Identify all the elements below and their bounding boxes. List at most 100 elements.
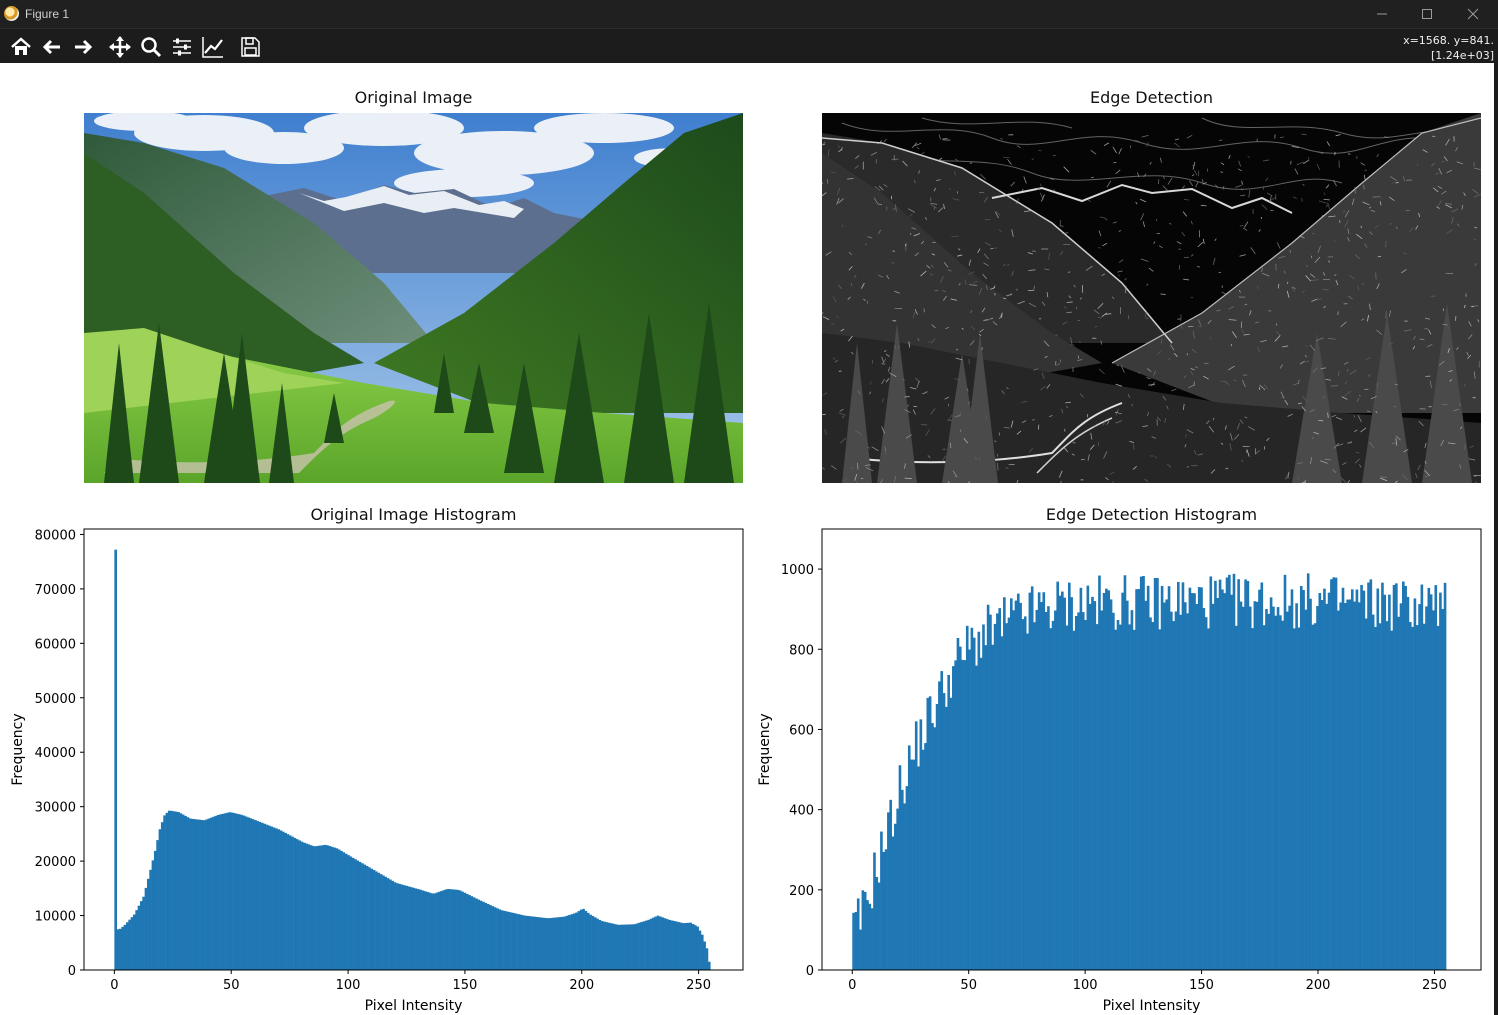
edge-stroke <box>1242 379 1246 388</box>
edge-stroke <box>1389 223 1392 225</box>
edge-stroke <box>1418 420 1424 427</box>
histogram-bar <box>535 916 539 970</box>
edge-stroke <box>1424 469 1431 477</box>
edge-stroke <box>1374 224 1379 229</box>
edge-stroke <box>1197 453 1203 456</box>
minimize-icon[interactable] <box>1359 0 1405 28</box>
histogram-bar <box>1299 585 1303 970</box>
x-tick-label: 50 <box>960 978 977 993</box>
histogram-bar <box>1014 600 1018 970</box>
edge-stroke <box>1174 138 1179 141</box>
histogram-bar <box>903 803 906 970</box>
histogram-bar <box>1204 617 1208 970</box>
histogram-bar <box>379 874 383 970</box>
maximize-icon[interactable] <box>1404 0 1450 28</box>
home-icon[interactable] <box>7 33 35 61</box>
edge-stroke <box>1132 466 1137 470</box>
edge-stroke <box>1063 446 1069 453</box>
histogram-bar <box>1116 620 1120 970</box>
configure-subplots-icon[interactable] <box>168 33 196 61</box>
edge-stroke <box>855 481 858 483</box>
histogram-bar <box>645 920 648 970</box>
histogram-bar <box>1172 621 1175 970</box>
edge-stroke <box>901 378 906 381</box>
edge-stroke <box>1209 337 1212 340</box>
edge-stroke <box>1214 184 1219 189</box>
edge-histogram-chart[interactable]: 0 50 100 150 200 250 0 200 400 600 800 1000 Pixel In… <box>745 520 1490 1015</box>
edge-stroke <box>1278 255 1286 259</box>
histogram-bar <box>1316 606 1319 970</box>
histogram-bar <box>558 917 562 970</box>
y-tick-label: 10000 <box>35 910 76 925</box>
histogram-bar <box>274 828 278 970</box>
histogram-bar <box>517 914 520 970</box>
pan-move-icon[interactable] <box>106 33 134 61</box>
edge-stroke <box>1214 238 1217 242</box>
edge-stroke <box>873 197 879 205</box>
edge-stroke <box>1185 433 1188 438</box>
edge-stroke <box>1241 459 1244 463</box>
edge-stroke <box>1259 384 1266 391</box>
edge-stroke <box>1220 162 1225 166</box>
histogram-bar <box>868 903 872 970</box>
histogram-bar <box>912 759 916 970</box>
x-tick-label: 0 <box>110 978 118 993</box>
back-arrow-icon[interactable] <box>38 33 66 61</box>
edge-stroke <box>1044 355 1048 358</box>
x-tick-label: 100 <box>1073 978 1098 993</box>
edit-axis-icon[interactable] <box>199 33 227 61</box>
edge-stroke <box>1299 235 1305 239</box>
edge-stroke <box>1146 283 1149 286</box>
zoom-magnifier-icon[interactable] <box>137 33 165 61</box>
histogram-bar <box>314 846 318 970</box>
histogram-bar <box>1295 603 1298 970</box>
edge-stroke <box>992 321 998 326</box>
histogram-bar <box>349 856 353 970</box>
histogram-bar <box>624 924 627 970</box>
edge-stroke <box>848 335 853 342</box>
edge-stroke <box>958 412 962 418</box>
histogram-bar <box>568 914 571 970</box>
histogram-bar <box>1112 612 1115 970</box>
close-icon[interactable] <box>1450 0 1496 28</box>
edge-stroke <box>1317 245 1321 253</box>
edge-stroke <box>850 283 853 286</box>
edge-stroke <box>1216 309 1221 312</box>
original-histogram-chart[interactable]: 0 50 100 150 200 250 0 10000 20000 30000 40000 5000… <box>0 520 750 1015</box>
histogram-bar <box>924 743 927 970</box>
edge-stroke <box>937 207 944 213</box>
edge-stroke <box>1394 480 1398 483</box>
edge-stroke <box>1063 305 1067 309</box>
histogram-bar <box>570 914 574 970</box>
edge-stroke <box>1318 200 1327 204</box>
edge-stroke <box>1247 156 1250 158</box>
histogram-bar <box>1042 592 1046 970</box>
edge-stroke <box>1473 167 1481 171</box>
histogram-bar <box>705 948 709 970</box>
edge-stroke <box>1115 411 1119 413</box>
edge-stroke <box>1220 171 1224 173</box>
histogram-bar <box>1304 609 1308 970</box>
edge-stroke <box>1361 282 1365 286</box>
save-floppy-icon[interactable] <box>236 33 264 61</box>
edge-stroke <box>867 236 873 239</box>
edge-stroke <box>1455 146 1459 152</box>
edge-stroke <box>1327 337 1336 340</box>
histogram-bar <box>1047 606 1050 970</box>
edge-stroke <box>978 333 982 337</box>
edge-stroke <box>1384 241 1387 248</box>
histogram-bar <box>1306 573 1310 970</box>
edge-stroke <box>1062 232 1069 235</box>
edge-stroke <box>1197 319 1202 326</box>
edge-stroke <box>1388 310 1392 317</box>
edge-stroke <box>1309 273 1316 278</box>
histogram-bar <box>167 810 171 970</box>
edge-stroke <box>1154 456 1158 459</box>
histogram-bar <box>1272 606 1275 970</box>
histogram-bar <box>880 831 883 970</box>
histogram-bar <box>305 843 308 970</box>
edge-stroke <box>869 381 872 385</box>
histogram-bar <box>470 896 474 970</box>
histogram-bar <box>1221 589 1224 970</box>
forward-arrow-icon[interactable] <box>69 33 97 61</box>
